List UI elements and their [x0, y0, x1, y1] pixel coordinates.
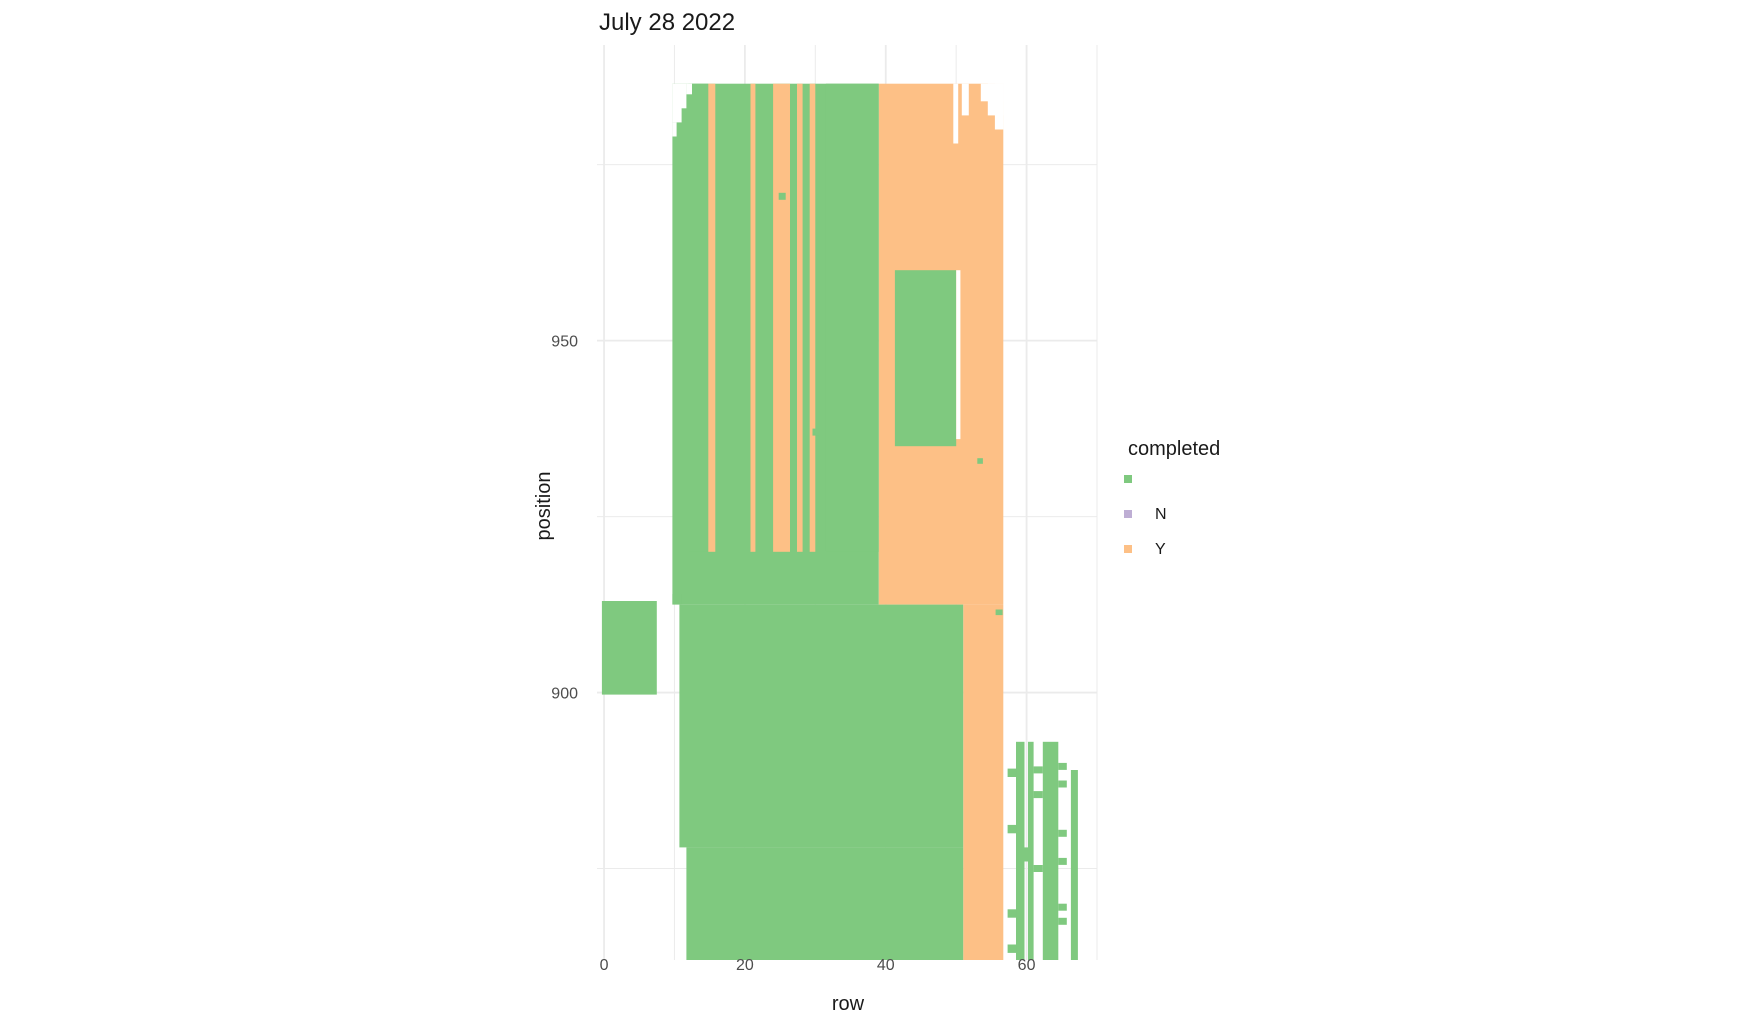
heatmap-tile — [953, 83, 959, 144]
heatmap-tile — [1058, 903, 1067, 911]
heatmap-tile — [797, 83, 803, 552]
heatmap-tile — [1042, 741, 1059, 960]
heatmap-tile — [708, 83, 716, 552]
x-tick-label: 0 — [600, 957, 609, 974]
legend-label: Y — [1155, 541, 1166, 558]
heatmap-tile — [887, 270, 895, 447]
heatmap-tile — [994, 83, 1004, 130]
x-tick-label: 40 — [877, 957, 895, 974]
heatmap-tile — [672, 122, 677, 137]
heatmap-tile — [679, 604, 964, 848]
heatmap-tile — [1007, 768, 1017, 777]
heatmap-tile — [672, 83, 682, 123]
heatmap-tile — [1007, 944, 1017, 953]
heatmap-tile — [1070, 770, 1078, 960]
heatmap-tile — [1058, 762, 1067, 770]
heatmap-tile — [601, 601, 657, 695]
heatmap-tile — [1007, 824, 1017, 834]
legend-key — [1124, 475, 1132, 483]
legend-items: NY — [1124, 475, 1167, 558]
heatmap-tile — [894, 270, 957, 447]
legend: completed NY — [1124, 438, 1220, 558]
chart-title: July 28 2022 — [599, 9, 735, 36]
heatmap-tile — [1058, 917, 1067, 925]
heatmap-tile — [1007, 909, 1017, 918]
heatmap-tile — [809, 83, 816, 552]
heatmap-tile — [1058, 829, 1067, 837]
heatmap-tile — [672, 594, 682, 605]
heatmap-tile — [686, 847, 964, 960]
heatmap-tile — [963, 604, 1004, 960]
heatmap-tile — [1058, 780, 1067, 788]
heatmap-tile — [681, 83, 687, 109]
heatmap-tile — [688, 83, 709, 552]
heatmap-tile — [778, 192, 786, 200]
legend-title: completed — [1128, 438, 1220, 460]
heatmap-tile — [1024, 847, 1028, 862]
y-tick-label: 950 — [551, 334, 578, 351]
heatmap-tile — [750, 83, 756, 552]
x-tick-label: 20 — [736, 957, 754, 974]
heatmap-tile — [1016, 741, 1025, 960]
heatmap-tile — [773, 83, 790, 552]
heatmap-tile — [977, 458, 983, 464]
heatmap-tile — [1058, 857, 1067, 865]
heatmap-tile — [812, 428, 820, 436]
axis-labels: 0 20 40 60 900 950 — [551, 334, 1035, 974]
heatmap-tile — [961, 83, 969, 116]
heatmap-tile — [956, 270, 961, 440]
heatmap-tile — [1028, 741, 1034, 960]
x-axis-title: row — [832, 993, 865, 1015]
heatmap-tile — [1033, 766, 1043, 774]
legend-label: N — [1155, 506, 1167, 523]
tile-layer — [601, 83, 1078, 960]
heatmap-tile — [825, 83, 879, 552]
y-tick-label: 900 — [551, 686, 578, 703]
legend-key — [1124, 510, 1132, 518]
heatmap-tile — [995, 609, 1003, 616]
x-tick-label: 60 — [1018, 957, 1036, 974]
heatmap-tile — [1033, 865, 1043, 872]
heatmap-tile — [686, 83, 692, 95]
legend-key — [1124, 545, 1132, 553]
heatmap-tile — [1033, 791, 1043, 799]
y-axis-title: position — [533, 472, 555, 541]
